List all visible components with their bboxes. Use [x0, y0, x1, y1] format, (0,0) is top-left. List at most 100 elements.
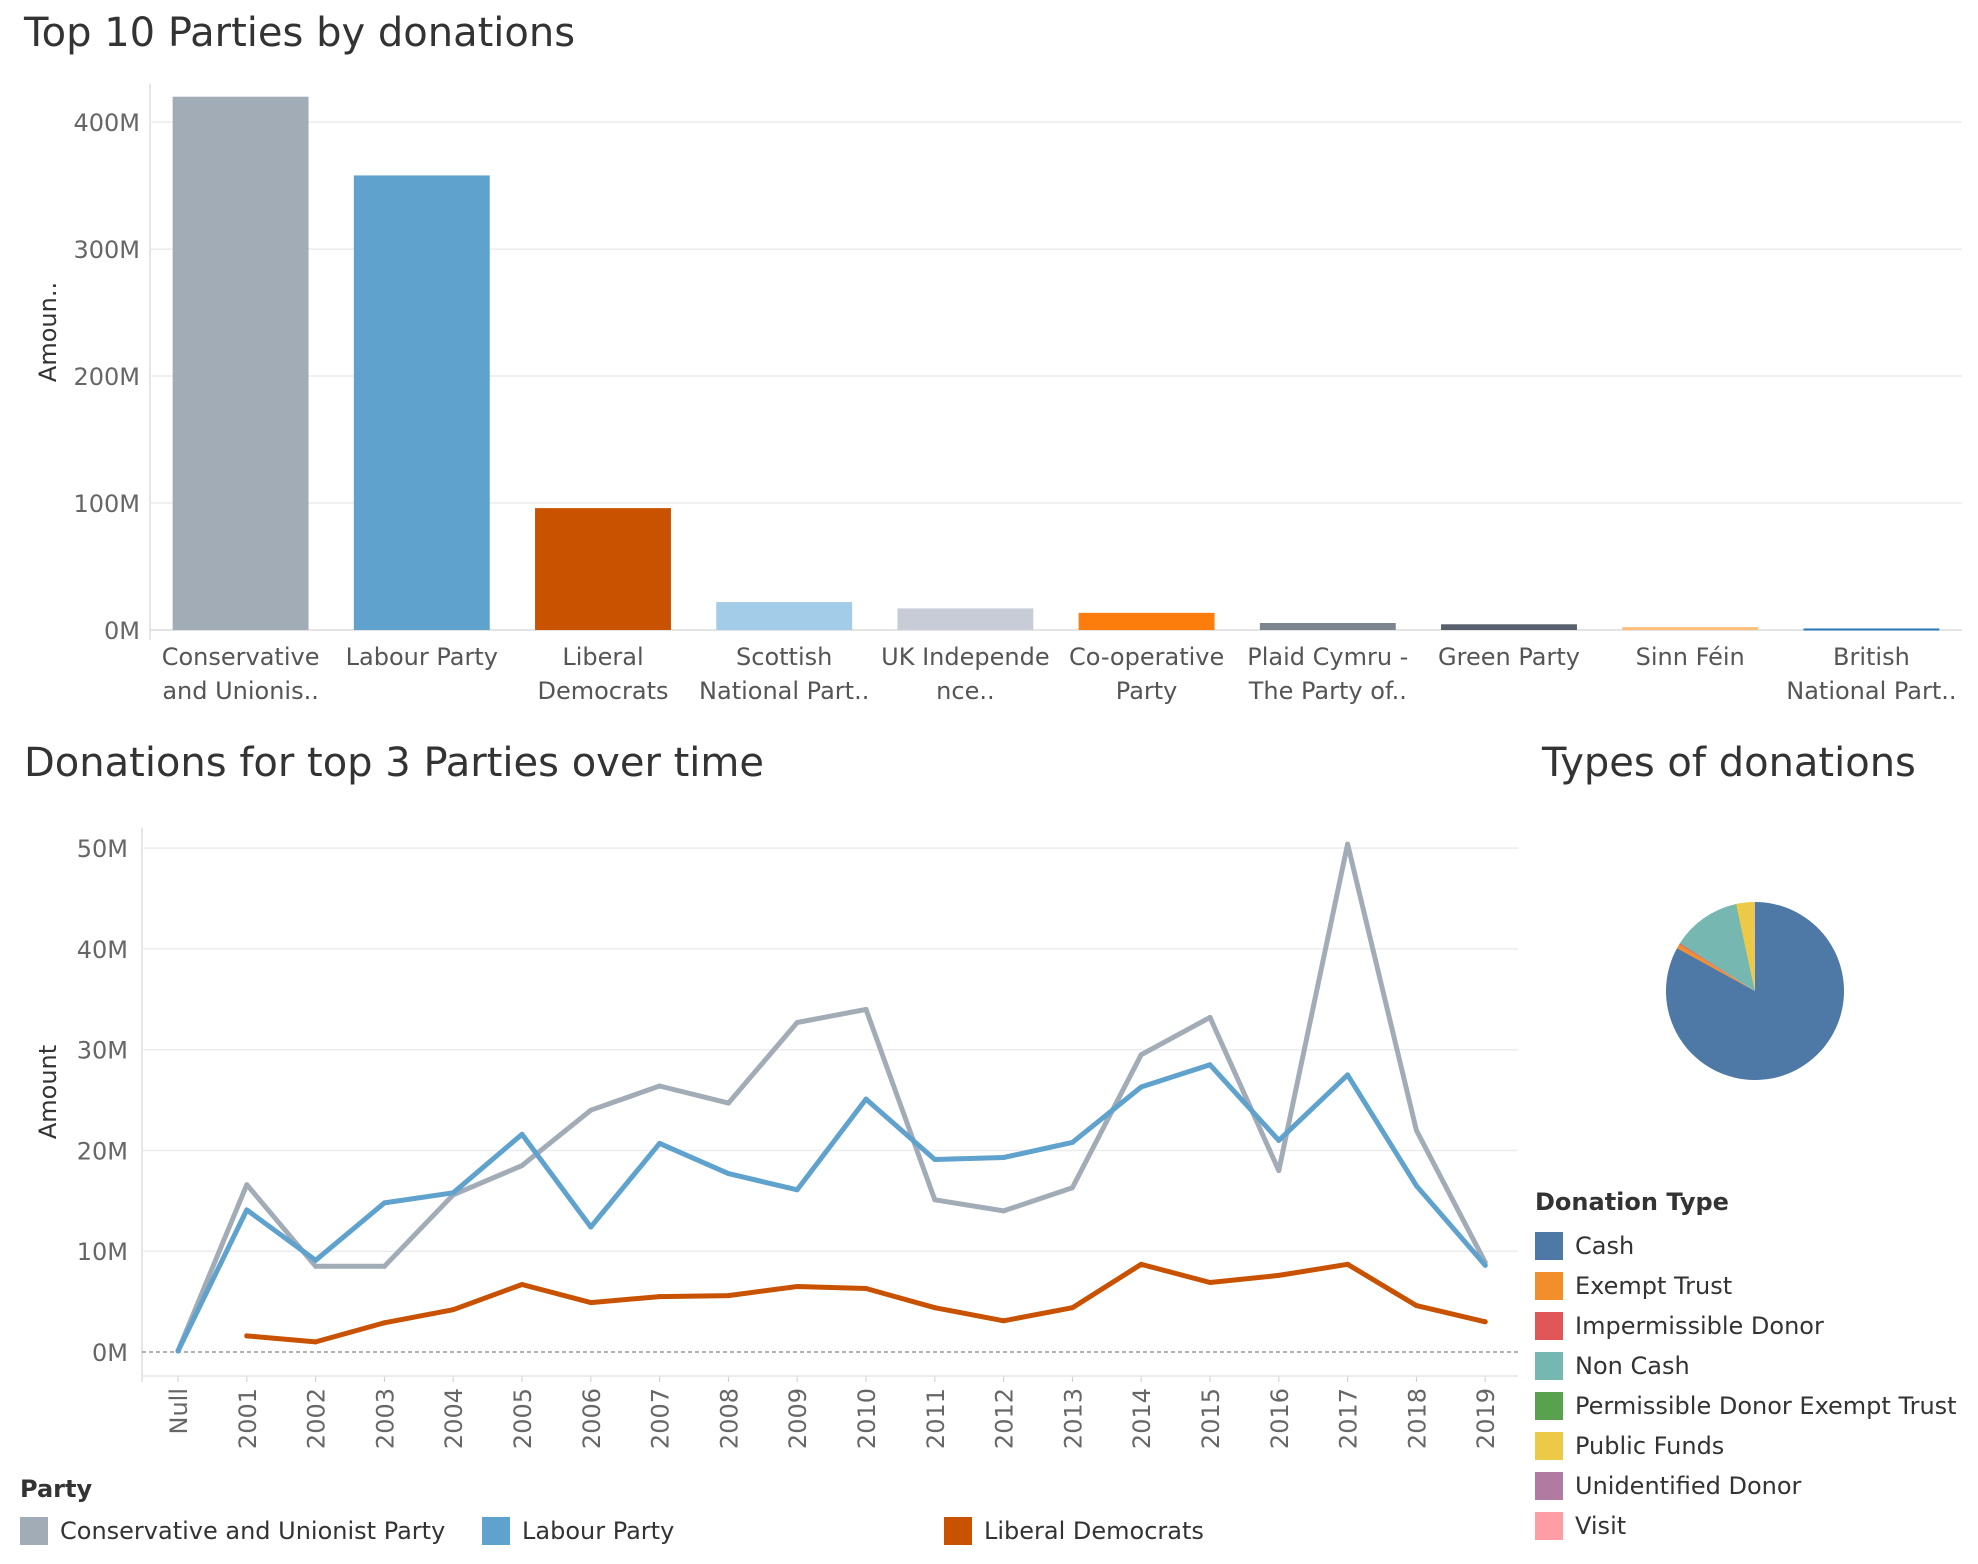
data-point: [932, 1305, 938, 1311]
pie-slice: [1754, 901, 1755, 991]
data-point: [450, 1190, 456, 1196]
x-tick-label: 2004: [440, 1388, 468, 1449]
data-point: [1069, 1185, 1075, 1191]
legend-label: Conservative and Unionist Party: [60, 1517, 446, 1545]
data-point: [794, 1187, 800, 1193]
y-tick-label: 0M: [104, 617, 140, 645]
bar: [1078, 612, 1215, 630]
data-point: [588, 1300, 594, 1306]
x-tick-label: Plaid Cymru -The Party of..: [1247, 643, 1408, 705]
x-tick-label: Sinn Féin: [1636, 643, 1745, 671]
party-legend-item-labour[interactable]: Labour Party: [482, 1517, 674, 1545]
data-point: [313, 1263, 319, 1269]
x-tick-label: 2008: [715, 1388, 743, 1449]
bar: [716, 602, 853, 630]
data-point: [588, 1107, 594, 1113]
data-point: [1207, 1062, 1213, 1068]
x-tick-label: 2012: [991, 1388, 1019, 1449]
y-tick-label: 300M: [73, 236, 140, 264]
data-point: [381, 1263, 387, 1269]
bar: [1803, 628, 1940, 631]
x-tick-label: 2006: [578, 1388, 606, 1449]
legend-label: Non Cash: [1575, 1352, 1690, 1380]
data-point: [1413, 1183, 1419, 1189]
x-tick-label: 2018: [1403, 1388, 1431, 1449]
legend-item-visit[interactable]: Visit: [1535, 1506, 1975, 1546]
legend-label: Permissible Donor Exempt Trust: [1575, 1392, 1957, 1420]
x-tick-label: 2016: [1266, 1388, 1294, 1449]
data-point: [1276, 1272, 1282, 1278]
legend-item-cash[interactable]: Cash: [1535, 1226, 1975, 1266]
y-tick-label: 40M: [77, 936, 128, 964]
y-tick-label: 50M: [77, 835, 128, 863]
legend-swatch: [1535, 1232, 1563, 1260]
bar: [172, 96, 309, 630]
party-legend-item-conservative[interactable]: Conservative and Unionist Party: [20, 1517, 445, 1545]
data-point: [1138, 1052, 1144, 1058]
x-tick-label: 2001: [234, 1388, 262, 1449]
data-point: [932, 1157, 938, 1163]
data-point: [725, 1100, 731, 1106]
y-tick-label: 400M: [73, 109, 140, 137]
data-point: [657, 1140, 663, 1146]
series-line: [175, 841, 1488, 1354]
x-tick-label: 2015: [1197, 1388, 1225, 1449]
x-tick-label: 2009: [784, 1388, 812, 1449]
party-legend-title: Party: [20, 1475, 93, 1503]
pie-slice: [1679, 904, 1755, 991]
legend-swatch: [1535, 1272, 1563, 1300]
data-point: [313, 1257, 319, 1263]
data-point: [932, 1197, 938, 1203]
bar-chart-title: Top 10 Parties by donations: [24, 10, 576, 56]
data-point: [244, 1333, 250, 1339]
legend-item-impermissible-donor[interactable]: Impermissible Donor: [1535, 1306, 1975, 1346]
y-tick-label: 20M: [77, 1137, 128, 1165]
x-tick-label: Labour Party: [346, 643, 498, 671]
pie-slice: [1736, 902, 1755, 991]
data-point: [1001, 1155, 1007, 1161]
series-line: [244, 1261, 1488, 1345]
legend-item-public-funds[interactable]: Public Funds: [1535, 1426, 1975, 1466]
legend-swatch: [1535, 1392, 1563, 1420]
pie-slice: [1679, 943, 1755, 991]
x-tick-label: Null: [165, 1388, 193, 1435]
legend-label: Visit: [1575, 1512, 1627, 1540]
pie-slice: [1735, 904, 1755, 991]
legend-label: Unidentified Donor: [1575, 1472, 1802, 1500]
x-tick-label: Conservative and Unionis..: [162, 643, 320, 705]
data-point: [1207, 1014, 1213, 1020]
legend-item-permissible-donor-exempt-trust[interactable]: Permissible Donor Exempt Trust: [1535, 1386, 1975, 1426]
data-point: [1345, 1072, 1351, 1078]
data-point: [244, 1207, 250, 1213]
data-point: [519, 1163, 525, 1169]
bar: [1622, 627, 1759, 630]
y-tick-label: 30M: [77, 1037, 128, 1065]
data-point: [1001, 1318, 1007, 1324]
x-tick-label: 2002: [303, 1388, 331, 1449]
donation-type-legend-title: Donation Type: [1535, 1188, 1729, 1216]
data-point: [725, 1171, 731, 1177]
data-point: [725, 1293, 731, 1299]
legend-label: Public Funds: [1575, 1432, 1725, 1460]
data-point: [794, 1284, 800, 1289]
data-point: [657, 1294, 663, 1300]
data-point: [794, 1019, 800, 1025]
data-point: [588, 1224, 594, 1230]
series-line: [175, 1062, 1488, 1354]
party-legend-item-libdem[interactable]: Liberal Democrats: [944, 1517, 1204, 1545]
x-tick-label: Green Party: [1438, 643, 1580, 671]
data-point: [1413, 1127, 1419, 1133]
legend-swatch: [482, 1517, 510, 1545]
data-point: [381, 1200, 387, 1206]
data-point: [381, 1320, 387, 1326]
y-tick-label: 0M: [92, 1339, 128, 1367]
legend-swatch: [1535, 1352, 1563, 1380]
legend-item-unidentified-donor[interactable]: Unidentified Donor: [1535, 1466, 1975, 1506]
y-axis-label: Amount: [34, 1045, 62, 1139]
legend-item-exempt-trust[interactable]: Exempt Trust: [1535, 1266, 1975, 1306]
legend-item-non-cash[interactable]: Non Cash: [1535, 1346, 1975, 1386]
data-point: [450, 1307, 456, 1313]
x-tick-label: 2013: [1059, 1388, 1087, 1449]
legend-label: Cash: [1575, 1232, 1635, 1260]
pie-chart: [1665, 901, 1844, 1080]
